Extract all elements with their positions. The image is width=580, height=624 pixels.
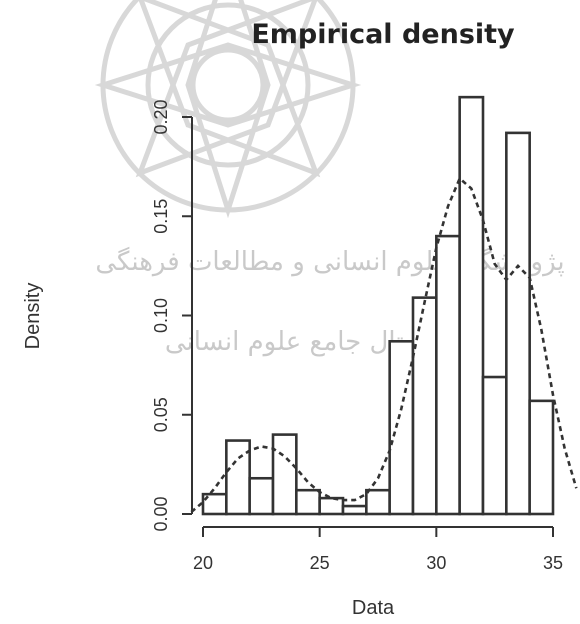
histogram-bar [435, 234, 461, 516]
x-axis-ticks: 20 25 30 35 [193, 527, 563, 573]
y-tick-label: 0.05 [151, 397, 171, 432]
histogram-bar [481, 375, 508, 516]
histogram-bars [201, 95, 555, 516]
y-tick-label: 0.10 [151, 298, 171, 333]
histogram-bar [318, 496, 345, 516]
y-tick-label: 0.20 [151, 99, 171, 134]
histogram-bar [365, 488, 391, 516]
density-curve [190, 176, 578, 513]
watermark-line-1: پژوهشگاه علوم انسانی و مطالعات فرهنگی [95, 246, 564, 277]
x-tick-label: 25 [310, 553, 330, 573]
histogram-bar [411, 296, 438, 516]
x-tick-label: 35 [543, 553, 563, 573]
chart-title: Empirical density [251, 19, 515, 50]
histogram-bar [388, 340, 415, 516]
y-tick-label: 0.15 [151, 199, 171, 234]
watermark-line-2: پرتال جامع علوم انسانی [165, 327, 425, 357]
histogram-bar [248, 476, 275, 516]
histogram-bar [271, 433, 298, 516]
y-axis-ticks: 0.00 0.05 0.10 0.15 0.20 [151, 99, 192, 532]
watermark-ornament [94, 0, 362, 219]
histogram-bar [341, 504, 368, 516]
x-tick-label: 30 [426, 553, 446, 573]
histogram-bar [458, 95, 485, 516]
watermark: پژوهشگاه علوم انسانی و مطالعات فرهنگی پر… [94, 0, 565, 357]
x-tick-label: 20 [193, 553, 213, 573]
x-axis-label: Data [352, 597, 395, 619]
histogram-bar [295, 488, 321, 516]
histogram-bar [505, 131, 531, 516]
histogram-bar [528, 399, 555, 516]
y-tick-label: 0.00 [151, 496, 171, 531]
y-axis-label: Density [22, 283, 44, 350]
